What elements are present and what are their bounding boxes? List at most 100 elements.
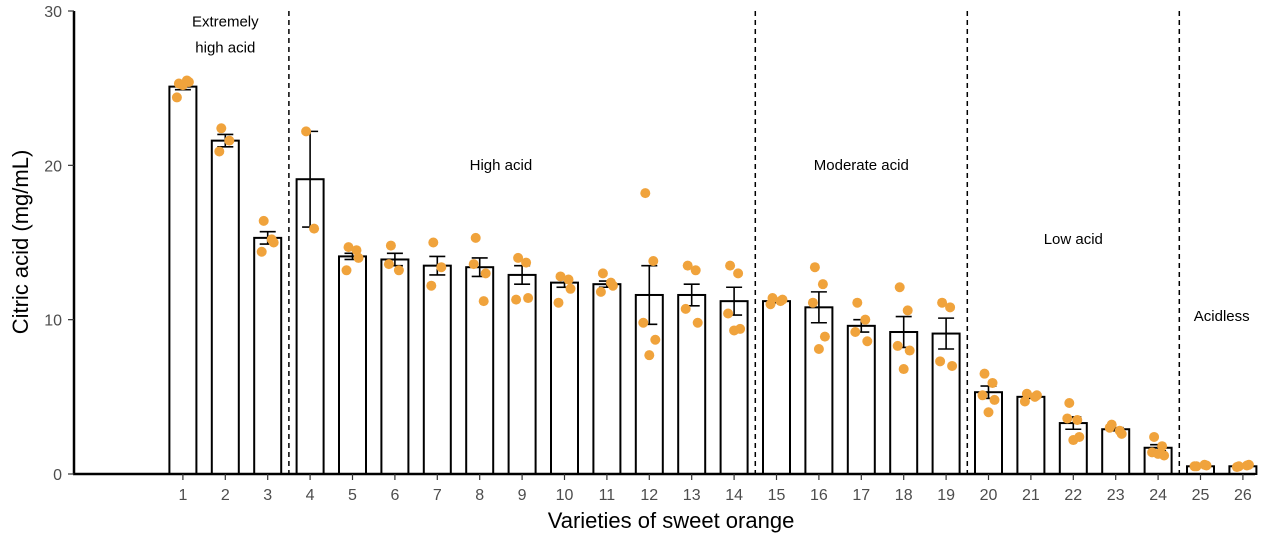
data-point-5-1 xyxy=(343,242,354,253)
x-tick-label-8: 8 xyxy=(475,487,484,504)
x-tick-label-18: 18 xyxy=(895,487,913,504)
data-point-18-4 xyxy=(904,345,915,356)
data-point-25-4 xyxy=(1201,460,1212,471)
data-point-20-3 xyxy=(977,390,988,401)
data-point-2-2 xyxy=(224,135,235,146)
bar-15 xyxy=(762,300,791,475)
region-labels-layer: Extremely high acid High acid Moderate acid… xyxy=(192,13,1250,325)
x-tick-label-5: 5 xyxy=(348,487,357,504)
data-point-10-3 xyxy=(553,297,564,308)
data-point-7-2 xyxy=(436,262,447,273)
x-tick-label-3: 3 xyxy=(263,487,272,504)
x-tick-label-6: 6 xyxy=(390,487,399,504)
data-point-12-3 xyxy=(638,317,649,328)
data-point-8-3 xyxy=(468,259,479,270)
data-point-2-3 xyxy=(214,146,225,157)
data-point-16-3 xyxy=(807,297,818,308)
data-point-8-1 xyxy=(470,232,481,243)
x-tick-label-2: 2 xyxy=(221,487,230,504)
data-points-layer xyxy=(171,75,1254,473)
data-point-6-1 xyxy=(385,240,396,251)
x-tick-label-11: 11 xyxy=(599,487,616,504)
bar-1 xyxy=(168,85,198,476)
x-tick-label-10: 10 xyxy=(556,487,574,504)
x-tick-label-13: 13 xyxy=(683,487,701,504)
data-point-9-1 xyxy=(513,252,524,263)
bar-20 xyxy=(974,391,1003,476)
data-point-3-4 xyxy=(268,237,279,248)
data-point-6-2 xyxy=(393,265,404,276)
data-point-19-3 xyxy=(935,356,946,367)
data-point-13-2 xyxy=(690,265,701,276)
data-point-20-1 xyxy=(979,368,990,379)
data-point-16-1 xyxy=(809,262,820,273)
bar-17 xyxy=(846,324,876,475)
data-point-23-4 xyxy=(1116,428,1127,439)
data-point-24-1 xyxy=(1149,431,1160,442)
data-point-12-1 xyxy=(640,188,651,199)
x-tick-label-26: 26 xyxy=(1234,487,1252,504)
bar-10 xyxy=(550,281,579,476)
data-point-22-5 xyxy=(1068,435,1079,446)
bars-layer xyxy=(168,85,1258,476)
data-point-17-3 xyxy=(850,327,861,338)
region-label-1-line-1: Extremely xyxy=(192,13,259,30)
data-point-16-5 xyxy=(813,343,824,354)
x-tick-label-7: 7 xyxy=(433,487,442,504)
data-point-17-1 xyxy=(852,297,863,308)
data-point-22-1 xyxy=(1064,398,1075,409)
data-point-9-2 xyxy=(521,257,532,268)
data-point-24-2 xyxy=(1157,441,1168,452)
data-point-9-3 xyxy=(511,294,522,305)
bar-9 xyxy=(507,273,537,475)
error-bar-16 xyxy=(810,291,827,324)
bar-18 xyxy=(889,331,919,475)
x-tick-label-14: 14 xyxy=(725,487,743,504)
region-label-3: Moderate acid xyxy=(814,157,909,174)
data-point-1-5 xyxy=(177,80,188,91)
data-point-14-5 xyxy=(729,325,740,336)
data-point-21-3 xyxy=(1019,396,1030,407)
bar-11 xyxy=(592,283,622,476)
data-point-8-4 xyxy=(480,268,491,279)
data-point-8-2 xyxy=(478,296,489,307)
data-point-18-1 xyxy=(894,282,905,293)
data-point-3-3 xyxy=(256,246,267,257)
region-label-2: High acid xyxy=(470,157,533,174)
x-tick-label-19: 19 xyxy=(937,487,955,504)
data-point-16-4 xyxy=(819,331,830,342)
data-point-10-1 xyxy=(555,271,566,282)
y-axis-title: Citric acid (mg/mL) xyxy=(8,150,33,335)
x-tick-label-1: 1 xyxy=(178,487,187,504)
data-point-11-3 xyxy=(595,286,606,297)
data-point-4-1 xyxy=(301,126,312,137)
data-point-3-1 xyxy=(258,215,269,226)
bar-21 xyxy=(1016,395,1046,476)
data-point-22-3 xyxy=(1062,413,1073,424)
data-point-7-1 xyxy=(428,237,439,248)
ticks-layer: 1 2 3 4 5 6 7 8 9 10 11 12 13 14 15 16 17 18 19 20 21 22 23 24 2… xyxy=(44,4,1252,504)
data-point-18-3 xyxy=(892,340,903,351)
data-point-21-1 xyxy=(1021,388,1032,399)
data-point-2-1 xyxy=(216,123,227,134)
data-point-17-4 xyxy=(862,336,873,347)
data-point-25-3 xyxy=(1189,461,1200,472)
y-tick-label-0: 0 xyxy=(53,467,62,484)
data-point-13-4 xyxy=(692,317,703,328)
data-point-20-4 xyxy=(989,394,1000,405)
data-point-11-4 xyxy=(607,280,618,291)
x-tick-label-25: 25 xyxy=(1192,487,1210,504)
x-axis-title: Varieties of sweet orange xyxy=(548,508,795,533)
data-point-13-1 xyxy=(682,260,693,271)
y-tick-label-30: 30 xyxy=(44,4,62,21)
data-point-5-4 xyxy=(353,252,364,263)
data-point-15-3 xyxy=(765,299,776,310)
data-point-6-3 xyxy=(383,259,394,270)
data-point-20-2 xyxy=(987,377,998,388)
data-point-14-2 xyxy=(733,268,744,279)
region-label-4: Low acid xyxy=(1044,231,1103,248)
bar-16 xyxy=(804,306,834,475)
data-point-24-5 xyxy=(1153,448,1164,459)
bar-22 xyxy=(1058,422,1088,476)
